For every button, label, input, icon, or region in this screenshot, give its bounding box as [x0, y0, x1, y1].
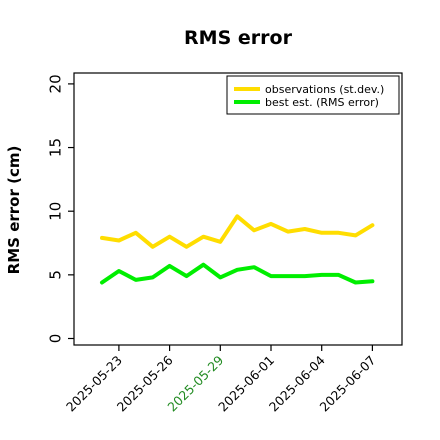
x-axis: 2025-05-232025-05-262025-05-292025-06-01…: [63, 345, 379, 414]
series-line-1: [100, 262, 375, 285]
series-lines: [100, 214, 375, 285]
legend-label-1: best est. (RMS error): [265, 96, 379, 109]
legend-label-0: observations (st.dev.): [265, 83, 384, 96]
y-axis-label: RMS error (cm): [5, 146, 23, 275]
legend-box: [226, 75, 400, 115]
y-axis: 0 5 10 15 20: [46, 74, 74, 343]
y-tick-label: 5: [46, 270, 64, 280]
chart-title: RMS error: [184, 27, 293, 49]
y-tick-label: 10: [46, 202, 64, 221]
plot-area-frame: [73, 72, 403, 346]
y-tick-label: 20: [46, 74, 64, 93]
y-tick-label: 15: [46, 138, 64, 157]
series-line-0: [100, 214, 375, 249]
y-tick-label: 0: [46, 334, 64, 344]
legend: observations (st.dev.)best est. (RMS err…: [226, 75, 400, 115]
